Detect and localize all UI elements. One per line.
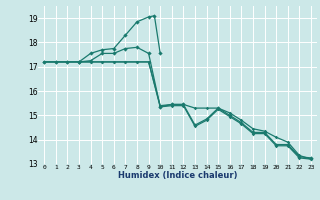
X-axis label: Humidex (Indice chaleur): Humidex (Indice chaleur) <box>118 171 237 180</box>
